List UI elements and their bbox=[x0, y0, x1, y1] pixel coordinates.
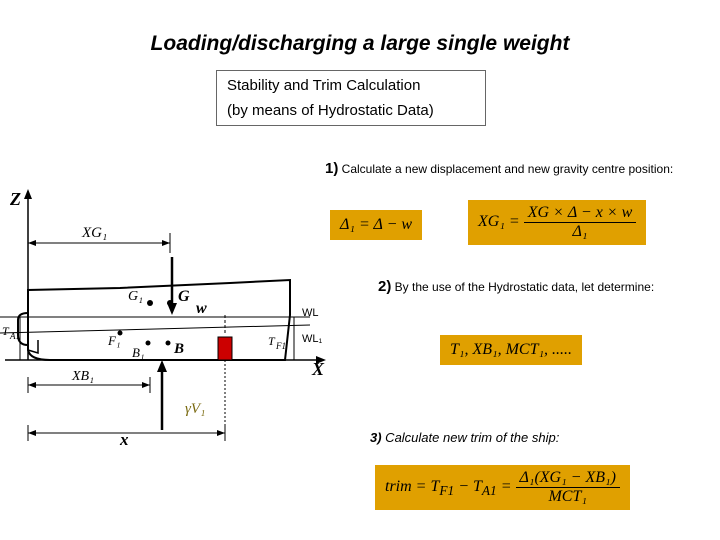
formula-xg1-lhs: XG₁ = bbox=[478, 213, 524, 230]
step-1-text: Calculate a new displacement and new gra… bbox=[338, 162, 673, 176]
formula-trim-num: Δ₁(XG₁ − XB₁) bbox=[516, 469, 620, 488]
wl1-label: WL₁ bbox=[302, 333, 322, 345]
step-3-num: 3) bbox=[370, 430, 382, 445]
step-1-num: 1) bbox=[325, 160, 338, 177]
page-title: Loading/discharging a large single weigh… bbox=[0, 32, 720, 56]
svg-text:F₁: F₁ bbox=[107, 333, 120, 348]
step-3: 3) Calculate new trim of the ship: bbox=[370, 430, 559, 445]
subtitle-box: Stability and Trim Calculation (by means… bbox=[216, 70, 486, 126]
formula-xg1-num: XG × Δ − x × w bbox=[524, 204, 637, 223]
svg-text:B₁: B₁ bbox=[132, 345, 144, 360]
formula-trim: trim = TF1 − TA1 = Δ₁(XG₁ − XB₁)MCT₁ bbox=[375, 465, 630, 510]
svg-text:γV₁: γV₁ bbox=[185, 401, 205, 417]
step-2-num: 2) bbox=[378, 278, 391, 295]
step-3-text: Calculate new trim of the ship: bbox=[382, 430, 560, 445]
wl-label: WL bbox=[302, 307, 319, 319]
formula-trim-den: MCT₁ bbox=[516, 488, 620, 506]
svg-text:XG₁: XG₁ bbox=[81, 225, 107, 241]
svg-text:F1: F1 bbox=[275, 341, 286, 351]
svg-text:XB₁: XB₁ bbox=[71, 369, 94, 384]
svg-text:x: x bbox=[119, 430, 129, 445]
step-2-text: By the use of the Hydrostatic data, let … bbox=[391, 280, 654, 294]
svg-text:B: B bbox=[173, 341, 184, 357]
svg-text:T: T bbox=[2, 324, 10, 338]
formula-xg1: XG₁ = XG × Δ − x × wΔ₁ bbox=[468, 200, 646, 245]
svg-text:G₁: G₁ bbox=[128, 289, 143, 304]
formula-hydrostatic-list: T₁, XB₁, MCT₁, ..... bbox=[440, 335, 582, 365]
step-2: 2) By the use of the Hydrostatic data, l… bbox=[378, 278, 698, 295]
formula-xg1-den: Δ₁ bbox=[524, 223, 637, 241]
ship-diagram: Z X XG₁ G₁ G w F₁ B₁ B T A1 T F1 γV₁ bbox=[0, 185, 345, 445]
svg-text:A1: A1 bbox=[9, 331, 20, 341]
subtitle-line2: (by means of Hydrostatic Data) bbox=[227, 102, 475, 119]
svg-text:w: w bbox=[196, 300, 207, 317]
step-1: 1) Calculate a new displacement and new … bbox=[325, 160, 705, 177]
svg-text:X: X bbox=[311, 359, 325, 379]
subtitle-line1: Stability and Trim Calculation bbox=[227, 77, 475, 94]
svg-text:Z: Z bbox=[9, 189, 21, 209]
svg-text:T: T bbox=[268, 334, 276, 348]
svg-text:G: G bbox=[178, 288, 190, 305]
